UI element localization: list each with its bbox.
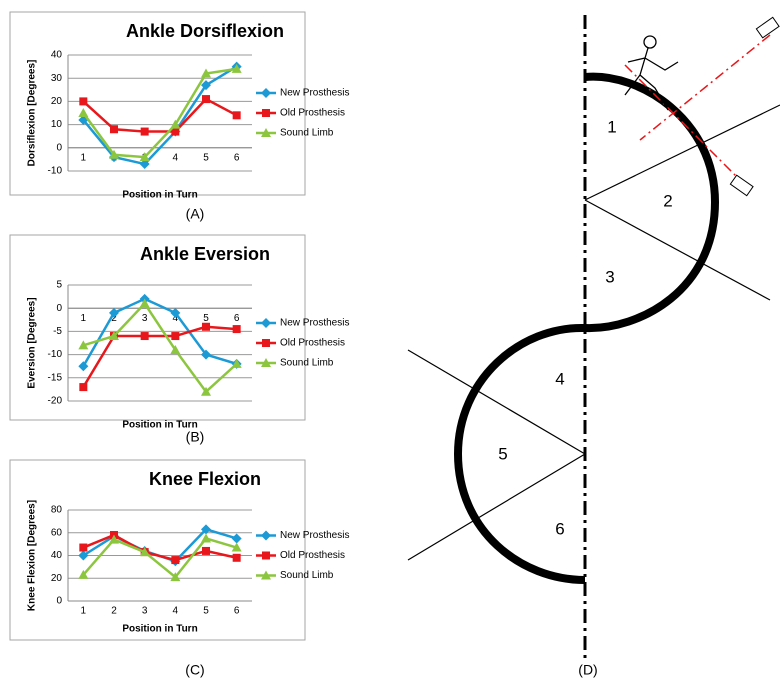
legend-label: New Prosthesis [280, 530, 349, 541]
camera [730, 175, 753, 195]
section-label: 5 [498, 444, 507, 463]
y-tick-label: 20 [51, 96, 63, 107]
y-tick-label: 80 [51, 505, 63, 516]
panel-label: (C) [185, 662, 204, 678]
x-tick-label: 1 [81, 152, 87, 163]
y-tick-label: 0 [56, 596, 62, 607]
camera [756, 17, 779, 37]
y-tick-label: 20 [51, 573, 63, 584]
y-tick-label: -15 [48, 372, 63, 383]
marker [171, 332, 179, 340]
section-label: 4 [555, 369, 564, 388]
marker [171, 556, 179, 564]
marker [110, 125, 118, 133]
x-tick-label: 4 [173, 606, 179, 617]
legend-label: Old Prosthesis [280, 550, 345, 561]
x-tick-label: 5 [203, 313, 209, 324]
camera-ray [640, 35, 770, 140]
y-tick-label: 30 [51, 73, 63, 84]
y-tick-label: 40 [51, 550, 63, 561]
y-tick-label: 0 [56, 303, 62, 314]
legend-label: New Prosthesis [280, 88, 349, 99]
figure: (A) (B) (C) (D) 1 2 3 4 5 6 Ankle Dorsif… [0, 0, 780, 683]
x-tick-label: 6 [234, 152, 240, 163]
camera-ray [625, 65, 745, 185]
marker [233, 111, 241, 119]
y-tick-label: 60 [51, 527, 63, 538]
y-tick-label: 0 [56, 142, 62, 153]
y-axis-label: Knee Flexion [Degrees] [27, 500, 38, 611]
y-tick-label: -20 [48, 396, 63, 407]
x-axis-label: Position in Turn [122, 420, 197, 431]
turn-diagram: 1 2 3 4 5 6 [408, 15, 780, 660]
panel-label: (D) [578, 662, 597, 678]
chart: Ankle Eversion Eversion [Degrees] -20 -15 -1… [10, 235, 349, 431]
y-tick-label: -10 [48, 349, 63, 360]
x-tick-label: 6 [234, 313, 240, 324]
panel-label: (A) [186, 206, 205, 222]
x-tick-label: 1 [81, 313, 87, 324]
x-tick-label: 5 [203, 606, 209, 617]
x-tick-label: 6 [234, 606, 240, 617]
section-label: 3 [605, 267, 614, 286]
chart: Knee Flexion Knee Flexion [Degrees] 0 20 40 6… [10, 460, 349, 640]
marker [202, 547, 210, 555]
y-axis-label: Eversion [Degrees] [27, 297, 38, 388]
marker [79, 97, 87, 105]
section-label: 1 [607, 117, 616, 136]
marker [233, 325, 241, 333]
x-tick-label: 1 [81, 606, 87, 617]
legend-label: Sound Limb [280, 570, 334, 581]
chart-title: Knee Flexion [149, 469, 261, 489]
section-label: 2 [663, 191, 672, 210]
marker [141, 332, 149, 340]
x-axis-label: Position in Turn [122, 624, 197, 635]
legend-label: Old Prosthesis [280, 108, 345, 119]
legend-label: Sound Limb [280, 358, 334, 369]
legend-label: Old Prosthesis [280, 338, 345, 349]
marker [79, 383, 87, 391]
y-tick-label: 40 [51, 50, 63, 61]
y-tick-label: 5 [56, 280, 62, 291]
y-tick-label: -10 [48, 166, 63, 177]
marker [233, 554, 241, 562]
marker [79, 544, 87, 552]
x-tick-label: 5 [203, 152, 209, 163]
legend-marker [262, 339, 270, 347]
panel-label: (B) [186, 429, 205, 445]
chart-title: Ankle Dorsiflexion [126, 21, 284, 41]
chart-title: Ankle Eversion [140, 244, 270, 264]
section-label: 6 [555, 519, 564, 538]
marker [202, 95, 210, 103]
x-tick-label: 4 [173, 152, 179, 163]
x-tick-label: 2 [111, 606, 117, 617]
y-tick-label: -5 [53, 326, 62, 337]
legend-marker [262, 552, 270, 560]
legend-label: Sound Limb [280, 128, 334, 139]
x-axis-label: Position in Turn [122, 190, 197, 201]
x-tick-label: 3 [142, 606, 148, 617]
chart: Ankle Dorsiflexion Dorsiflexion [Degrees]… [10, 12, 349, 201]
walker [625, 36, 678, 110]
x-tick-label: 3 [142, 313, 148, 324]
y-axis-label: Dorsiflexion [Degrees] [27, 60, 38, 167]
marker [141, 128, 149, 136]
legend-marker [262, 109, 270, 117]
y-tick-label: 10 [51, 119, 63, 130]
marker [202, 323, 210, 331]
legend-label: New Prosthesis [280, 318, 349, 329]
